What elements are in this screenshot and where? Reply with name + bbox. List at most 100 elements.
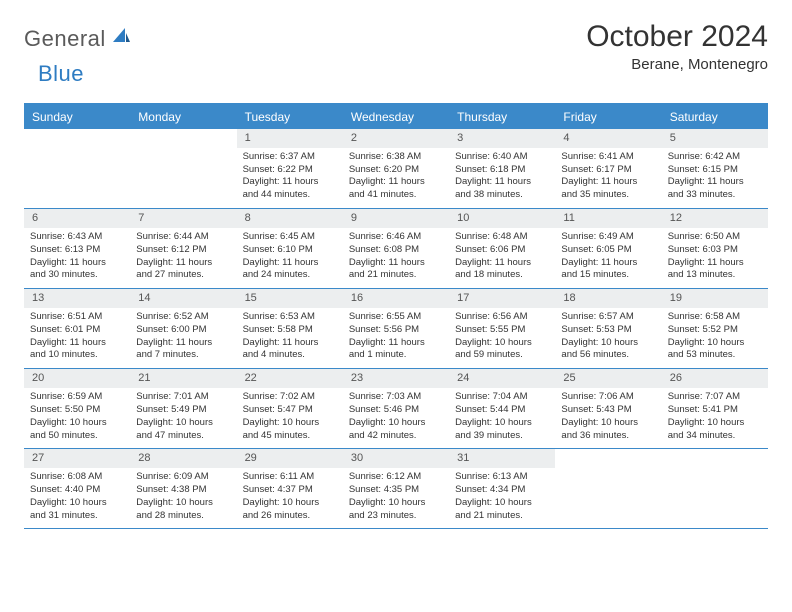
day-content: Sunrise: 6:57 AMSunset: 5:53 PMDaylight:… bbox=[555, 308, 661, 368]
location-label: Berane, Montenegro bbox=[586, 56, 768, 73]
sunrise-text: Sunrise: 6:40 AM bbox=[455, 151, 549, 164]
week-row: 20Sunrise: 6:59 AMSunset: 5:50 PMDayligh… bbox=[24, 369, 768, 449]
daylight-text: Daylight: 10 hours and 42 minutes. bbox=[349, 417, 443, 443]
day-content: Sunrise: 6:50 AMSunset: 6:03 PMDaylight:… bbox=[662, 228, 768, 288]
sunrise-text: Sunrise: 6:44 AM bbox=[136, 231, 230, 244]
sunrise-text: Sunrise: 6:58 AM bbox=[668, 311, 762, 324]
day-content: Sunrise: 6:52 AMSunset: 6:00 PMDaylight:… bbox=[130, 308, 236, 368]
sunrise-text: Sunrise: 6:08 AM bbox=[30, 471, 124, 484]
day-number: 12 bbox=[662, 209, 768, 228]
day-content: Sunrise: 7:02 AMSunset: 5:47 PMDaylight:… bbox=[237, 388, 343, 448]
day-content: Sunrise: 6:42 AMSunset: 6:15 PMDaylight:… bbox=[662, 148, 768, 208]
day-number: 17 bbox=[449, 289, 555, 308]
sunrise-text: Sunrise: 6:11 AM bbox=[243, 471, 337, 484]
day-content: Sunrise: 6:12 AMSunset: 4:35 PMDaylight:… bbox=[343, 468, 449, 528]
day-cell: 23Sunrise: 7:03 AMSunset: 5:46 PMDayligh… bbox=[343, 369, 449, 448]
sunrise-text: Sunrise: 6:13 AM bbox=[455, 471, 549, 484]
day-content: Sunrise: 6:08 AMSunset: 4:40 PMDaylight:… bbox=[24, 468, 130, 528]
day-number: 23 bbox=[343, 369, 449, 388]
day-cell: 26Sunrise: 7:07 AMSunset: 5:41 PMDayligh… bbox=[662, 369, 768, 448]
sunset-text: Sunset: 5:41 PM bbox=[668, 404, 762, 417]
sunrise-text: Sunrise: 7:01 AM bbox=[136, 391, 230, 404]
sunset-text: Sunset: 6:03 PM bbox=[668, 244, 762, 257]
day-number: 7 bbox=[130, 209, 236, 228]
day-cell: 6Sunrise: 6:43 AMSunset: 6:13 PMDaylight… bbox=[24, 209, 130, 288]
day-cell: 2Sunrise: 6:38 AMSunset: 6:20 PMDaylight… bbox=[343, 129, 449, 208]
sunset-text: Sunset: 5:56 PM bbox=[349, 324, 443, 337]
weekday-header-row: SundayMondayTuesdayWednesdayThursdayFrid… bbox=[24, 103, 768, 129]
day-cell: 19Sunrise: 6:58 AMSunset: 5:52 PMDayligh… bbox=[662, 289, 768, 368]
daylight-text: Daylight: 11 hours and 24 minutes. bbox=[243, 257, 337, 283]
day-cell: 15Sunrise: 6:53 AMSunset: 5:58 PMDayligh… bbox=[237, 289, 343, 368]
sunset-text: Sunset: 5:52 PM bbox=[668, 324, 762, 337]
empty-day-cell bbox=[555, 449, 661, 528]
sunrise-text: Sunrise: 6:55 AM bbox=[349, 311, 443, 324]
sunrise-text: Sunrise: 6:59 AM bbox=[30, 391, 124, 404]
daylight-text: Daylight: 11 hours and 38 minutes. bbox=[455, 176, 549, 202]
day-cell: 20Sunrise: 6:59 AMSunset: 5:50 PMDayligh… bbox=[24, 369, 130, 448]
daylight-text: Daylight: 10 hours and 39 minutes. bbox=[455, 417, 549, 443]
empty-day-cell bbox=[662, 449, 768, 528]
day-content: Sunrise: 6:40 AMSunset: 6:18 PMDaylight:… bbox=[449, 148, 555, 208]
daylight-text: Daylight: 11 hours and 15 minutes. bbox=[561, 257, 655, 283]
day-cell: 16Sunrise: 6:55 AMSunset: 5:56 PMDayligh… bbox=[343, 289, 449, 368]
sunrise-text: Sunrise: 6:41 AM bbox=[561, 151, 655, 164]
sunset-text: Sunset: 4:38 PM bbox=[136, 484, 230, 497]
daylight-text: Daylight: 11 hours and 4 minutes. bbox=[243, 337, 337, 363]
weekday-header: Tuesday bbox=[237, 105, 343, 129]
sunset-text: Sunset: 6:06 PM bbox=[455, 244, 549, 257]
day-content: Sunrise: 6:59 AMSunset: 5:50 PMDaylight:… bbox=[24, 388, 130, 448]
sunrise-text: Sunrise: 6:53 AM bbox=[243, 311, 337, 324]
sunset-text: Sunset: 6:15 PM bbox=[668, 164, 762, 177]
day-content: Sunrise: 6:38 AMSunset: 6:20 PMDaylight:… bbox=[343, 148, 449, 208]
day-content: Sunrise: 6:46 AMSunset: 6:08 PMDaylight:… bbox=[343, 228, 449, 288]
sunset-text: Sunset: 5:47 PM bbox=[243, 404, 337, 417]
day-cell: 14Sunrise: 6:52 AMSunset: 6:00 PMDayligh… bbox=[130, 289, 236, 368]
day-content: Sunrise: 6:48 AMSunset: 6:06 PMDaylight:… bbox=[449, 228, 555, 288]
day-cell: 25Sunrise: 7:06 AMSunset: 5:43 PMDayligh… bbox=[555, 369, 661, 448]
day-content: Sunrise: 6:37 AMSunset: 6:22 PMDaylight:… bbox=[237, 148, 343, 208]
day-content: Sunrise: 7:07 AMSunset: 5:41 PMDaylight:… bbox=[662, 388, 768, 448]
empty-day-cell bbox=[24, 129, 130, 208]
day-number: 9 bbox=[343, 209, 449, 228]
sunset-text: Sunset: 5:55 PM bbox=[455, 324, 549, 337]
calendar-grid: SundayMondayTuesdayWednesdayThursdayFrid… bbox=[24, 103, 768, 529]
sunset-text: Sunset: 5:58 PM bbox=[243, 324, 337, 337]
day-number: 8 bbox=[237, 209, 343, 228]
daylight-text: Daylight: 10 hours and 28 minutes. bbox=[136, 497, 230, 523]
sunset-text: Sunset: 5:53 PM bbox=[561, 324, 655, 337]
day-cell: 31Sunrise: 6:13 AMSunset: 4:34 PMDayligh… bbox=[449, 449, 555, 528]
daylight-text: Daylight: 10 hours and 34 minutes. bbox=[668, 417, 762, 443]
sunset-text: Sunset: 4:34 PM bbox=[455, 484, 549, 497]
sunset-text: Sunset: 6:01 PM bbox=[30, 324, 124, 337]
month-title: October 2024 bbox=[586, 20, 768, 54]
weekday-header: Wednesday bbox=[343, 105, 449, 129]
title-block: October 2024 Berane, Montenegro bbox=[586, 20, 768, 73]
day-cell: 17Sunrise: 6:56 AMSunset: 5:55 PMDayligh… bbox=[449, 289, 555, 368]
empty-day-cell bbox=[130, 129, 236, 208]
sunrise-text: Sunrise: 6:56 AM bbox=[455, 311, 549, 324]
day-number: 2 bbox=[343, 129, 449, 148]
daylight-text: Daylight: 10 hours and 47 minutes. bbox=[136, 417, 230, 443]
day-number: 24 bbox=[449, 369, 555, 388]
daylight-text: Daylight: 11 hours and 21 minutes. bbox=[349, 257, 443, 283]
day-content: Sunrise: 6:09 AMSunset: 4:38 PMDaylight:… bbox=[130, 468, 236, 528]
sunset-text: Sunset: 6:12 PM bbox=[136, 244, 230, 257]
sunrise-text: Sunrise: 6:45 AM bbox=[243, 231, 337, 244]
sunset-text: Sunset: 5:43 PM bbox=[561, 404, 655, 417]
sunrise-text: Sunrise: 6:37 AM bbox=[243, 151, 337, 164]
sunset-text: Sunset: 6:13 PM bbox=[30, 244, 124, 257]
day-cell: 24Sunrise: 7:04 AMSunset: 5:44 PMDayligh… bbox=[449, 369, 555, 448]
day-number: 31 bbox=[449, 449, 555, 468]
week-row: 6Sunrise: 6:43 AMSunset: 6:13 PMDaylight… bbox=[24, 209, 768, 289]
daylight-text: Daylight: 10 hours and 45 minutes. bbox=[243, 417, 337, 443]
day-cell: 13Sunrise: 6:51 AMSunset: 6:01 PMDayligh… bbox=[24, 289, 130, 368]
day-cell: 12Sunrise: 6:50 AMSunset: 6:03 PMDayligh… bbox=[662, 209, 768, 288]
day-cell: 22Sunrise: 7:02 AMSunset: 5:47 PMDayligh… bbox=[237, 369, 343, 448]
sunset-text: Sunset: 6:00 PM bbox=[136, 324, 230, 337]
weekday-header: Monday bbox=[130, 105, 236, 129]
day-number: 26 bbox=[662, 369, 768, 388]
week-row: 1Sunrise: 6:37 AMSunset: 6:22 PMDaylight… bbox=[24, 129, 768, 209]
day-cell: 4Sunrise: 6:41 AMSunset: 6:17 PMDaylight… bbox=[555, 129, 661, 208]
sunrise-text: Sunrise: 7:06 AM bbox=[561, 391, 655, 404]
